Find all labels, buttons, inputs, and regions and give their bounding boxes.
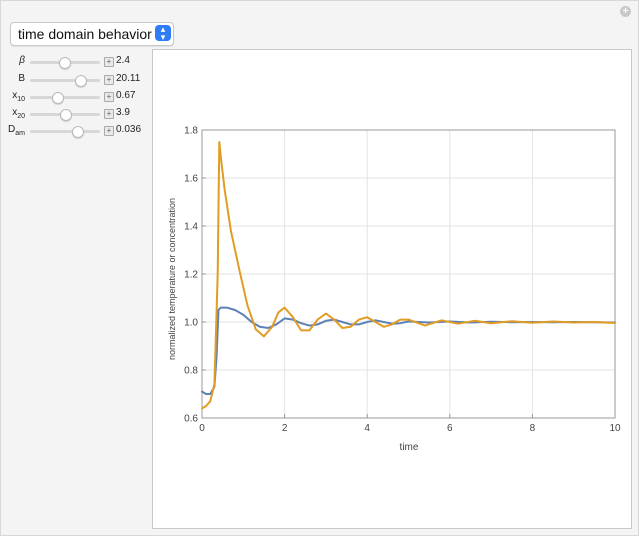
slider-thumb[interactable] bbox=[58, 57, 71, 69]
control-label-subscript: 20 bbox=[17, 113, 25, 120]
control-value: 3.9 bbox=[116, 107, 130, 118]
control-label-text: β bbox=[19, 55, 25, 66]
time-domain-chart: 0 2 4 6 8 10 0.6 0.8 1.0 1.2 1.4 1.6 1.8 time normal… bbox=[167, 126, 621, 454]
slider-track[interactable] bbox=[30, 126, 100, 138]
slider-thumb[interactable] bbox=[71, 126, 84, 138]
expand-plus-icon[interactable]: + bbox=[104, 109, 114, 119]
slider-thumb[interactable] bbox=[51, 92, 64, 104]
control-value: 20.11 bbox=[116, 73, 141, 84]
slider-track[interactable] bbox=[30, 57, 100, 69]
view-selector-dropdown[interactable]: time domain behavior ▴ ▾ bbox=[10, 22, 174, 46]
y-axis-label: normalized temperature or concentration bbox=[167, 198, 177, 360]
control-row: x20 +3.9 bbox=[0, 106, 150, 122]
view-selector-value: time domain behavior bbox=[18, 26, 152, 42]
y-tick-label: 1.2 bbox=[184, 270, 198, 281]
options-plus-icon[interactable]: + bbox=[620, 6, 631, 17]
y-tick-label: 0.6 bbox=[184, 414, 198, 425]
control-label: x20 bbox=[12, 107, 25, 120]
expand-plus-icon[interactable]: + bbox=[104, 75, 114, 85]
y-tick-label: 1.0 bbox=[184, 318, 198, 329]
control-label: x10 bbox=[12, 90, 25, 103]
x-tick-label: 8 bbox=[530, 423, 536, 434]
x-tick-label: 6 bbox=[447, 423, 453, 434]
control-value: 2.4 bbox=[116, 55, 130, 66]
control-label: B bbox=[18, 73, 25, 84]
control-row: B +20.11 bbox=[0, 72, 150, 88]
control-label-text: x bbox=[12, 90, 18, 101]
control-value: 0.67 bbox=[116, 90, 136, 101]
expand-plus-icon[interactable]: + bbox=[104, 126, 114, 136]
x-tick-label: 2 bbox=[282, 423, 288, 434]
y-tick-label: 1.6 bbox=[184, 174, 198, 185]
expand-plus-icon[interactable]: + bbox=[104, 57, 114, 67]
y-tick-label: 0.8 bbox=[184, 366, 198, 377]
control-label: β bbox=[19, 55, 25, 66]
slider-track[interactable] bbox=[30, 75, 100, 87]
control-label: Dam bbox=[8, 124, 25, 137]
control-value: 0.036 bbox=[116, 124, 142, 135]
x-tick-label: 0 bbox=[199, 423, 205, 434]
chart-grid bbox=[201, 129, 616, 419]
x-tick-label: 10 bbox=[609, 423, 621, 434]
chart-series bbox=[201, 141, 616, 410]
updown-arrow-icon[interactable]: ▴ ▾ bbox=[155, 25, 171, 42]
slider-track[interactable] bbox=[30, 109, 100, 121]
control-label-text: x bbox=[12, 107, 18, 118]
slider-thumb[interactable] bbox=[60, 109, 72, 121]
control-label-subscript: 10 bbox=[17, 96, 25, 103]
chart-axes: 0 2 4 6 8 10 0.6 0.8 1.0 1.2 1.4 1.6 1.8 bbox=[184, 126, 621, 435]
plot-panel: 0 2 4 6 8 10 0.6 0.8 1.0 1.2 1.4 1.6 1.8 time normal… bbox=[152, 49, 632, 529]
control-label-text: D bbox=[8, 124, 16, 135]
slider-track[interactable] bbox=[30, 92, 100, 104]
x-tick-label: 4 bbox=[364, 423, 370, 434]
control-row: β +2.4 bbox=[0, 54, 150, 70]
series-line-2 bbox=[201, 141, 616, 410]
control-row: x10 +0.67 bbox=[0, 89, 150, 105]
x-axis-label: time bbox=[400, 442, 419, 453]
slider-thumb[interactable] bbox=[75, 75, 88, 87]
y-tick-label: 1.8 bbox=[184, 126, 198, 137]
control-label-text: B bbox=[18, 73, 25, 84]
y-tick-label: 1.4 bbox=[184, 222, 198, 233]
expand-plus-icon[interactable]: + bbox=[104, 92, 114, 102]
control-row: Dam +0.036 bbox=[0, 123, 150, 139]
control-label-subscript: am bbox=[15, 130, 25, 137]
